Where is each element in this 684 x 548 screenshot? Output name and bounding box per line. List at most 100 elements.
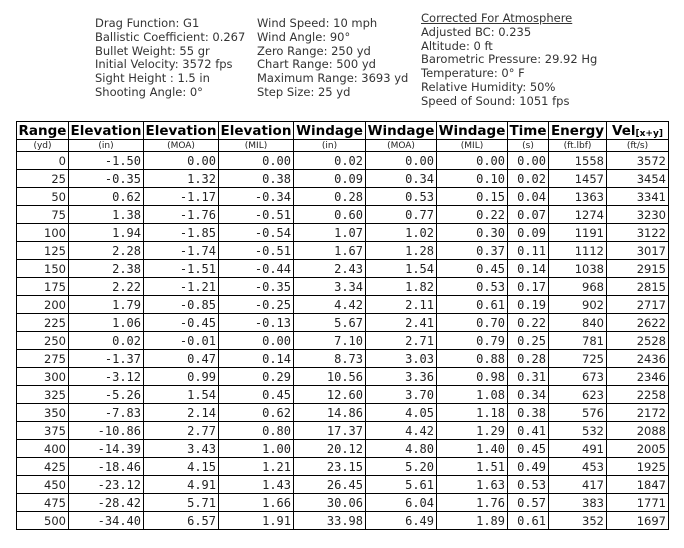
unit-header: (ft.lbf) xyxy=(548,139,607,152)
cell: 2528 xyxy=(606,331,669,350)
cell: 1.66 xyxy=(218,493,294,512)
cell: 2622 xyxy=(606,313,669,332)
cell: 383 xyxy=(548,493,607,512)
cell: 0.10 xyxy=(436,169,508,188)
cell: 0.70 xyxy=(436,313,508,332)
cell: 0.62 xyxy=(218,403,294,422)
cell: 0.45 xyxy=(436,259,508,278)
cell: 0.60 xyxy=(293,205,366,224)
cell: 0.11 xyxy=(507,241,549,260)
cell: 0.38 xyxy=(218,169,294,188)
table-row: 325 -5.26 1.54 0.45 12.60 3.70 1.08 0.34 623 2258 xyxy=(16,385,669,404)
unit-header: (in) xyxy=(293,139,366,152)
cell: 0.19 xyxy=(507,295,549,314)
table-row: 50 0.62 -1.17 -0.34 0.28 0.53 0.15 0.04 1363 3341 xyxy=(16,187,669,206)
cell: -28.42 xyxy=(68,493,144,512)
cell: 300 xyxy=(16,367,69,386)
cell: 3.70 xyxy=(365,385,437,404)
cell: 475 xyxy=(16,493,69,512)
info-line: Wind Angle: 90° xyxy=(257,29,351,44)
cell: 781 xyxy=(548,331,607,350)
cell: 17.37 xyxy=(293,421,366,440)
cell: 500 xyxy=(16,511,69,530)
cell: 75 xyxy=(16,205,69,224)
cell: 175 xyxy=(16,277,69,296)
cell: 2088 xyxy=(606,421,669,440)
column-header: Range xyxy=(16,121,69,140)
cell: -0.25 xyxy=(218,295,294,314)
cell: 1697 xyxy=(606,511,669,530)
cell: 2.14 xyxy=(143,403,219,422)
cell: 0.14 xyxy=(218,349,294,368)
cell: 3122 xyxy=(606,223,669,242)
column-header: Windage xyxy=(293,121,366,140)
cell: 7.10 xyxy=(293,331,366,350)
cell: 2915 xyxy=(606,259,669,278)
atmosphere-title: Corrected For Atmosphere xyxy=(421,11,573,25)
cell: 3341 xyxy=(606,187,669,206)
cell: 3454 xyxy=(606,169,669,188)
unit-header: (s) xyxy=(507,139,549,152)
cell: 0.00 xyxy=(436,151,508,170)
table-row: 500 -34.40 6.57 1.91 33.98 6.49 1.89 0.61 352 169… xyxy=(16,511,669,530)
cell: 0 xyxy=(16,151,69,170)
cell: 0.98 xyxy=(436,367,508,386)
info-line: Maximum Range: 3693 yd xyxy=(257,71,409,86)
table-row: 400 -14.39 3.43 1.00 20.12 4.80 1.40 0.45 491 200… xyxy=(16,439,669,458)
cell: 0.37 xyxy=(436,241,508,260)
cell: -0.35 xyxy=(218,277,294,296)
table-row: 200 1.79 -0.85 -0.25 4.42 2.11 0.61 0.19 902 2717 xyxy=(16,295,669,314)
cell: 5.67 xyxy=(293,313,366,332)
cell: 2.22 xyxy=(68,277,144,296)
cell: -1.37 xyxy=(68,349,144,368)
cell: 0.49 xyxy=(507,457,549,476)
cell: 0.61 xyxy=(436,295,508,314)
cell: 375 xyxy=(16,421,69,440)
cell: 840 xyxy=(548,313,607,332)
cell: 623 xyxy=(548,385,607,404)
cell: 0.02 xyxy=(507,169,549,188)
cell: 0.53 xyxy=(436,277,508,296)
cell: 25 xyxy=(16,169,69,188)
cell: 100 xyxy=(16,223,69,242)
cell: 3.34 xyxy=(293,277,366,296)
cell: 1.43 xyxy=(218,475,294,494)
cell: 491 xyxy=(548,439,607,458)
cell: 1.89 xyxy=(436,511,508,530)
cell: 1.63 xyxy=(436,475,508,494)
cell: 6.49 xyxy=(365,511,437,530)
info-line: Wind Speed: 10 mph xyxy=(257,16,378,30)
header-text: Elevation xyxy=(220,122,292,139)
unit-header: (MOA) xyxy=(365,139,437,152)
info-line: Drag Function: G1 xyxy=(95,16,200,30)
table-row: 275 -1.37 0.47 0.14 8.73 3.03 0.88 0.28 725 2436 xyxy=(16,349,669,368)
cell: 0.45 xyxy=(507,439,549,458)
cell: 0.28 xyxy=(293,187,366,206)
cell: -0.51 xyxy=(218,241,294,260)
info-line: Altitude: 0 ft xyxy=(421,38,493,53)
unit-header: (in) xyxy=(68,139,144,152)
table-row: 25 -0.35 1.32 0.38 0.09 0.34 0.10 0.02 1457 3454 xyxy=(16,169,669,188)
cell: -1.21 xyxy=(143,277,219,296)
cell: 0.31 xyxy=(507,367,549,386)
cell: 0.02 xyxy=(68,331,144,350)
cell: 0.53 xyxy=(365,187,437,206)
cell: -18.46 xyxy=(68,457,144,476)
cell: 3.36 xyxy=(365,367,437,386)
cell: 4.42 xyxy=(365,421,437,440)
table-row: 225 1.06 -0.45 -0.13 5.67 2.41 0.70 0.22 840 2622 xyxy=(16,313,669,332)
column-header: Vel[x+y] xyxy=(606,121,669,140)
cell: 0.41 xyxy=(507,421,549,440)
range-info: Wind Speed: 10 mph Wind Angle: 90° Zero Ra… xyxy=(257,16,409,100)
cell: 5.20 xyxy=(365,457,437,476)
cell: 1925 xyxy=(606,457,669,476)
cell: 1.02 xyxy=(365,223,437,242)
cell: 0.62 xyxy=(68,187,144,206)
cell: 1.18 xyxy=(436,403,508,422)
cell: 125 xyxy=(16,241,69,260)
table-row: 250 0.02 -0.01 0.00 7.10 2.71 0.79 0.25 781 2528 xyxy=(16,331,669,350)
cell: -3.12 xyxy=(68,367,144,386)
cell: 3230 xyxy=(606,205,669,224)
cell: 1.00 xyxy=(218,439,294,458)
